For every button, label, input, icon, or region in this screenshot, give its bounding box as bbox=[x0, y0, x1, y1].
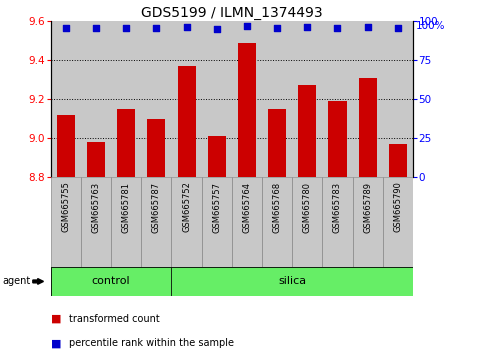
Text: GSM665787: GSM665787 bbox=[152, 182, 161, 233]
Text: control: control bbox=[92, 276, 130, 286]
Point bbox=[62, 25, 70, 31]
Bar bbox=[57, 115, 75, 177]
Bar bbox=[238, 42, 256, 177]
Bar bbox=[171, 267, 413, 296]
Point bbox=[334, 25, 341, 31]
Text: GSM665781: GSM665781 bbox=[122, 182, 131, 233]
Bar bbox=[328, 101, 346, 177]
Bar bbox=[353, 177, 383, 267]
Text: GSM665783: GSM665783 bbox=[333, 182, 342, 233]
Bar bbox=[51, 177, 81, 267]
Bar bbox=[383, 177, 413, 267]
Bar bbox=[178, 66, 196, 177]
Bar bbox=[232, 177, 262, 267]
Point bbox=[183, 25, 190, 30]
Text: GSM665752: GSM665752 bbox=[182, 182, 191, 232]
Point bbox=[394, 25, 402, 31]
Text: GSM665764: GSM665764 bbox=[242, 182, 252, 233]
Point bbox=[153, 25, 160, 31]
Point bbox=[92, 25, 100, 31]
Bar bbox=[171, 177, 202, 267]
Bar bbox=[298, 85, 316, 177]
Text: GSM665768: GSM665768 bbox=[272, 182, 282, 233]
Bar bbox=[51, 267, 171, 296]
Bar bbox=[147, 119, 165, 177]
Bar bbox=[262, 177, 292, 267]
Point bbox=[243, 23, 251, 29]
Bar bbox=[87, 142, 105, 177]
Bar bbox=[292, 177, 323, 267]
Bar bbox=[389, 144, 407, 177]
Point bbox=[122, 25, 130, 31]
Text: GSM665790: GSM665790 bbox=[393, 182, 402, 232]
Point bbox=[364, 25, 371, 30]
Bar bbox=[323, 177, 353, 267]
Text: ■: ■ bbox=[51, 338, 61, 348]
Text: GSM665757: GSM665757 bbox=[212, 182, 221, 233]
Point bbox=[303, 25, 311, 30]
Bar bbox=[358, 78, 377, 177]
Bar bbox=[268, 109, 286, 177]
Text: GSM665780: GSM665780 bbox=[303, 182, 312, 233]
Text: GSM665789: GSM665789 bbox=[363, 182, 372, 233]
Bar bbox=[142, 177, 171, 267]
Bar bbox=[202, 177, 232, 267]
Title: GDS5199 / ILMN_1374493: GDS5199 / ILMN_1374493 bbox=[141, 6, 323, 20]
Bar bbox=[111, 177, 142, 267]
Bar bbox=[208, 136, 226, 177]
Text: silica: silica bbox=[278, 276, 306, 286]
Text: agent: agent bbox=[2, 276, 30, 286]
Point bbox=[273, 25, 281, 31]
Bar bbox=[117, 109, 135, 177]
Text: 100%: 100% bbox=[415, 21, 445, 31]
Text: percentile rank within the sample: percentile rank within the sample bbox=[69, 338, 234, 348]
Bar bbox=[81, 177, 111, 267]
Point bbox=[213, 26, 221, 32]
Text: transformed count: transformed count bbox=[69, 314, 160, 324]
Text: GSM665755: GSM665755 bbox=[61, 182, 71, 232]
Text: ■: ■ bbox=[51, 314, 61, 324]
Text: GSM665763: GSM665763 bbox=[91, 182, 100, 233]
